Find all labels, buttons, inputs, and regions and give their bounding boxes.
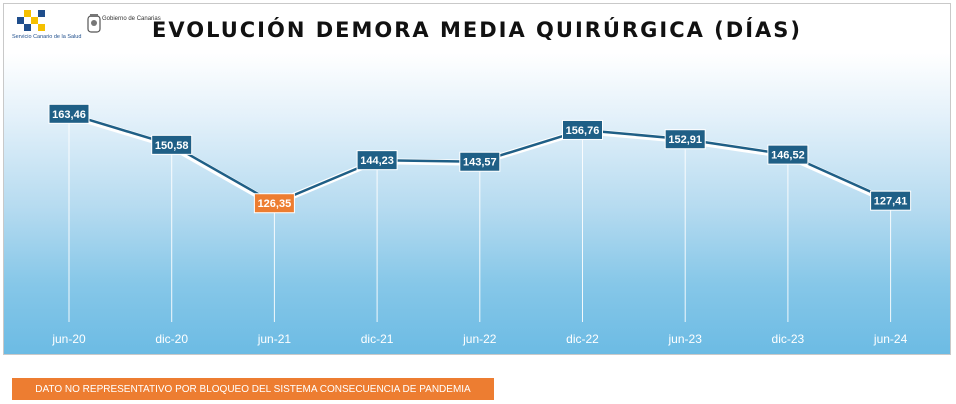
x-tick-label: jun-23 <box>668 332 703 346</box>
data-label-box <box>253 193 295 214</box>
x-tick-label: jun-22 <box>462 332 497 346</box>
data-label-box <box>767 144 809 165</box>
data-label: 144,23 <box>360 155 394 167</box>
x-tick-label: dic-21 <box>361 332 394 346</box>
scs-logo-icon <box>17 10 45 31</box>
data-label-box <box>48 103 90 124</box>
data-label: 152,91 <box>668 134 702 146</box>
data-label-box <box>562 119 603 140</box>
data-label-box <box>459 151 501 172</box>
gobierno-canarias-seal-icon <box>87 14 101 33</box>
data-label: 126,35 <box>258 198 292 210</box>
data-label-box <box>870 190 912 211</box>
data-label-box <box>664 129 706 150</box>
x-tick-label: dic-20 <box>155 332 188 346</box>
data-label: 163,46 <box>52 109 86 121</box>
data-label-box <box>151 134 193 155</box>
data-label: 143,57 <box>463 157 497 169</box>
data-label: 150,58 <box>155 140 189 152</box>
data-label: 146,52 <box>771 150 805 162</box>
scs-logo-text: Servicio Canario de la Salud <box>12 34 82 40</box>
x-tick-label: jun-20 <box>51 332 86 346</box>
data-label-box <box>356 150 398 171</box>
chart-title: EVOLUCIÓN DEMORA MEDIA QUIRÚRGICA (DÍAS) <box>152 18 802 42</box>
line-chart: 163,46 150,58 126,35 144,23 143,57 156,76 152,… <box>48 103 912 346</box>
data-label: 156,76 <box>566 125 600 137</box>
x-tick-label: jun-24 <box>873 332 908 346</box>
x-tick-label: jun-21 <box>257 332 292 346</box>
x-tick-label: dic-22 <box>566 332 599 346</box>
pandemic-footnote: DATO NO REPRESENTATIVO POR BLOQUEO DEL S… <box>12 378 494 400</box>
x-tick-label: dic-23 <box>772 332 805 346</box>
data-label: 127,41 <box>874 196 908 208</box>
chart-frame: Servicio Canario de la Salud Gobierno de… <box>3 3 951 355</box>
gobierno-logo-text: Gobierno de Canarias <box>102 16 161 22</box>
